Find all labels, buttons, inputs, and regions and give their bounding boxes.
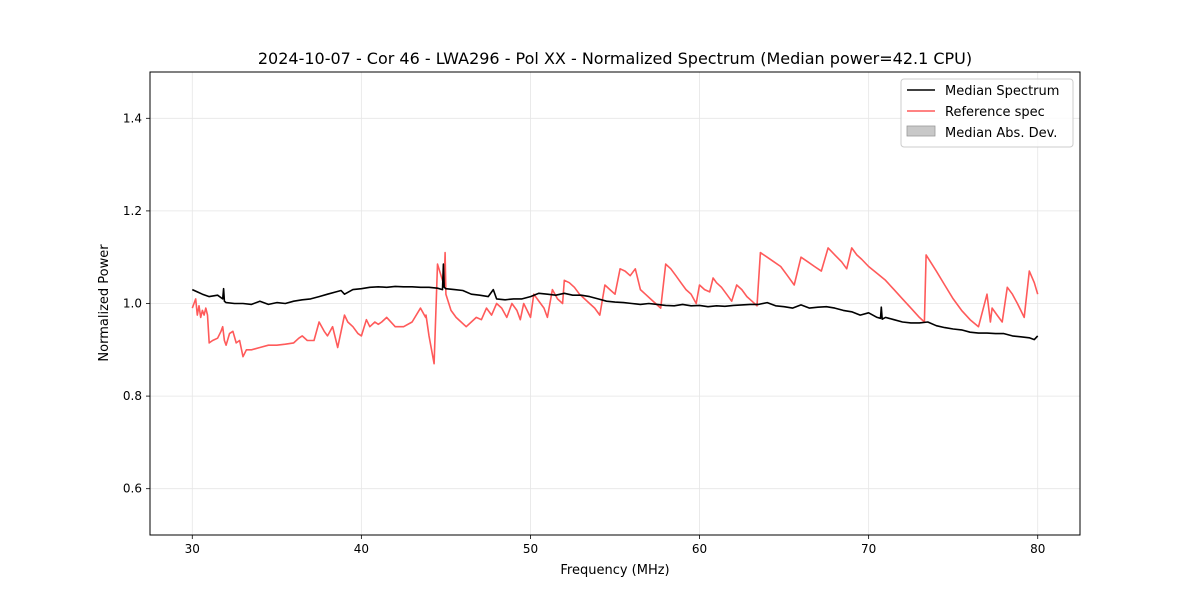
y-axis-label: Normalized Power bbox=[97, 244, 112, 362]
y-tick-label: 1.2 bbox=[123, 204, 142, 218]
y-tick-label: 1.0 bbox=[123, 297, 142, 311]
legend-mad-label: Median Abs. Dev. bbox=[945, 126, 1057, 141]
x-tick-label: 50 bbox=[523, 542, 538, 556]
ticks: 30 40 50 60 70 80 0.6 0.8 1.0 1.2 1.4 bbox=[123, 111, 1045, 556]
x-tick-label: 70 bbox=[861, 542, 876, 556]
legend-box bbox=[900, 78, 1074, 148]
y-tick-label: 0.8 bbox=[123, 389, 142, 403]
legend-mad-swatch bbox=[906, 125, 936, 137]
legend: Median Spectrum Reference spec Median Ab… bbox=[900, 78, 1074, 148]
x-tick-label: 80 bbox=[1030, 542, 1045, 556]
chart-title: 2024-10-07 - Cor 46 - LWA296 - Pol XX - … bbox=[258, 49, 972, 68]
x-tick-label: 40 bbox=[354, 542, 369, 556]
series-layer bbox=[191, 247, 1039, 365]
x-tick-label: 30 bbox=[185, 542, 200, 556]
legend-reference-spec-label: Reference spec bbox=[945, 105, 1045, 120]
y-tick-label: 0.6 bbox=[123, 482, 142, 496]
reference-spec-line bbox=[191, 247, 1039, 365]
x-tick-label: 60 bbox=[692, 542, 707, 556]
legend-median-spectrum-label: Median Spectrum bbox=[945, 84, 1059, 99]
median-spectrum-line bbox=[191, 263, 1039, 341]
y-tick-label: 1.4 bbox=[123, 111, 142, 125]
x-axis-label: Frequency (MHz) bbox=[560, 563, 669, 578]
